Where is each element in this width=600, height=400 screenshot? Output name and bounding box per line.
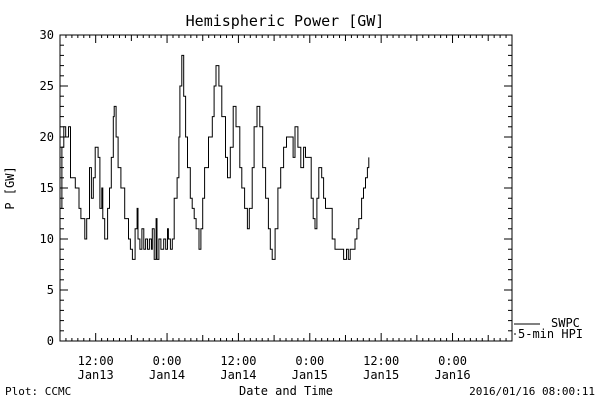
y-tick-label: 20 xyxy=(40,130,54,144)
y-tick-label: 30 xyxy=(40,28,54,42)
x-tick-label-time: 12:00 xyxy=(363,354,399,368)
x-axis: 12:00Jan130:00Jan1412:00Jan140:00Jan1512… xyxy=(59,35,513,382)
y-tick-label: 15 xyxy=(40,181,54,195)
y-axis-label: P [GW] xyxy=(3,166,17,209)
y-tick-label: 10 xyxy=(40,232,54,246)
x-tick-label-time: 12:00 xyxy=(220,354,256,368)
legend: SWPC 5-min HPI xyxy=(514,316,583,341)
footer-timestamp: 2016/01/16 08:00:11 xyxy=(469,385,595,398)
plot-frame xyxy=(59,34,513,342)
x-tick-label-date: Jan15 xyxy=(363,368,399,382)
x-tick-label-time: 0:00 xyxy=(153,354,182,368)
x-tick-label-date: Jan14 xyxy=(149,368,185,382)
x-tick-label-date: Jan13 xyxy=(78,368,114,382)
legend-label-hpi: 5-min HPI xyxy=(518,327,583,341)
y-tick-label: 0 xyxy=(47,334,54,348)
x-tick-label-time: 0:00 xyxy=(295,354,324,368)
y-axis: 0 5 10 15 20 25 30 xyxy=(40,28,512,348)
x-tick-label-time: 0:00 xyxy=(438,354,467,368)
series-layer xyxy=(60,54,370,260)
series-line-hpi xyxy=(60,54,370,260)
x-tick-label-date: Jan14 xyxy=(220,368,256,382)
x-axis-label: Date and Time xyxy=(239,384,333,398)
chart-title: Hemispheric Power [GW] xyxy=(186,12,385,30)
legend-label-swpc: SWPC xyxy=(551,316,580,330)
y-tick-label: 25 xyxy=(40,79,54,93)
y-tick-label: 5 xyxy=(47,283,54,297)
footer-plot-credit: Plot: CCMC xyxy=(5,385,71,398)
x-tick-label-date: Jan15 xyxy=(292,368,328,382)
x-tick-label-time: 12:00 xyxy=(78,354,114,368)
x-tick-label-date: Jan16 xyxy=(434,368,470,382)
